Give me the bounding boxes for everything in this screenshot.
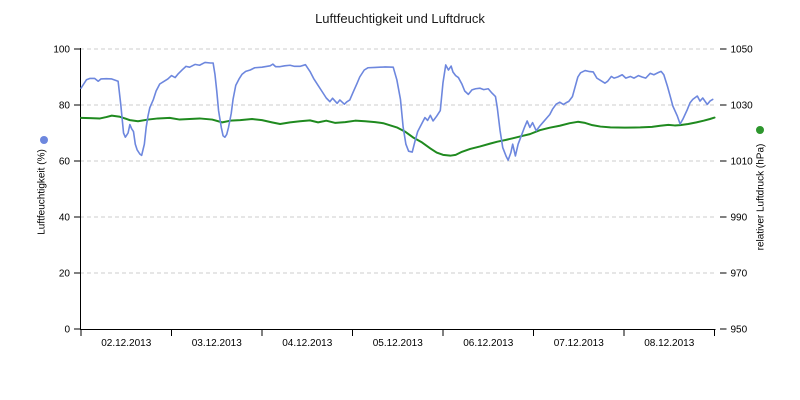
right-tick-label: 950 bbox=[731, 325, 748, 336]
left-tick-label: 100 bbox=[53, 45, 70, 56]
x-tick-label: 08.12.2013 bbox=[644, 338, 694, 349]
pressure-legend-marker-icon bbox=[756, 126, 764, 134]
right-tick-label: 970 bbox=[731, 269, 748, 280]
left-tick-label: 20 bbox=[59, 269, 71, 280]
x-tick-label: 03.12.2013 bbox=[192, 338, 242, 349]
x-tick-label: 02.12.2013 bbox=[101, 338, 151, 349]
x-tick-label: 06.12.2013 bbox=[463, 338, 513, 349]
right-tick-label: 1010 bbox=[731, 157, 754, 168]
chart-title: Luftfeuchtigkeit und Luftdruck bbox=[315, 11, 485, 26]
humidity-series-line bbox=[80, 61, 714, 161]
left-tick-label: 0 bbox=[64, 325, 70, 336]
right-axis-title: relativer Luftdruck (hPa) bbox=[755, 143, 767, 251]
x-tick-label: 04.12.2013 bbox=[282, 338, 332, 349]
pressure-series-line bbox=[80, 114, 716, 157]
left-tick-label: 40 bbox=[59, 213, 71, 224]
x-tick-label: 05.12.2013 bbox=[373, 338, 423, 349]
right-tick-label: 1030 bbox=[731, 101, 754, 112]
x-tick-label: 07.12.2013 bbox=[554, 338, 604, 349]
right-tick-label: 1050 bbox=[731, 45, 754, 56]
left-tick-label: 80 bbox=[59, 101, 71, 112]
left-tick-label: 60 bbox=[59, 157, 71, 168]
humidity-legend-marker-icon bbox=[40, 136, 48, 144]
left-axis-title: Luftfeuchtigkeit (%) bbox=[36, 149, 48, 235]
right-tick-label: 990 bbox=[731, 213, 748, 224]
